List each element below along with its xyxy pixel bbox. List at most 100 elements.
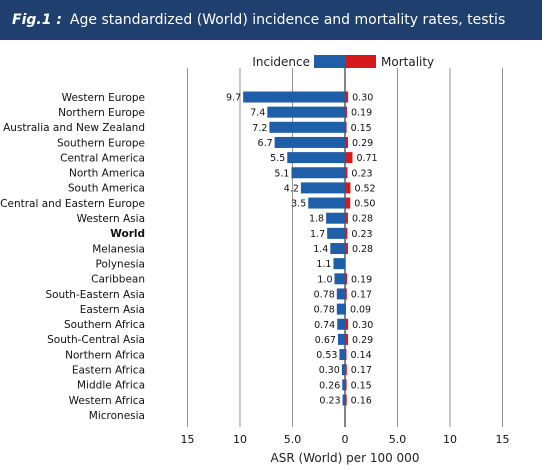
mortality-value-label: 0.15 bbox=[351, 380, 372, 391]
figure-title: Age standardized (World) incidence and m… bbox=[69, 12, 506, 28]
category-label: North America bbox=[69, 168, 145, 180]
incidence-value-label: 4.2 bbox=[284, 183, 299, 194]
category-label: Caribbean bbox=[91, 274, 145, 286]
incidence-bar bbox=[243, 91, 345, 103]
mortality-bar bbox=[345, 106, 347, 118]
mortality-value-label: 0.30 bbox=[352, 93, 373, 104]
mortality-bar bbox=[345, 273, 347, 285]
mortality-bar bbox=[345, 182, 351, 194]
incidence-bar bbox=[342, 394, 345, 406]
incidence-value-label: 6.7 bbox=[258, 138, 273, 149]
mortality-bar bbox=[345, 349, 347, 361]
mortality-value-label: 0.23 bbox=[351, 229, 372, 240]
category-label: Polynesia bbox=[96, 258, 145, 270]
incidence-value-label: 0.78 bbox=[314, 289, 335, 300]
category-label: Australia and New Zealand bbox=[3, 122, 145, 134]
x-tick-label: 10 bbox=[233, 433, 247, 446]
incidence-value-label: 0.67 bbox=[315, 335, 336, 346]
mortality-bar bbox=[345, 364, 347, 376]
incidence-value-label: 1.0 bbox=[317, 274, 332, 285]
category-label: Eastern Africa bbox=[72, 365, 145, 377]
category-label: Middle Africa bbox=[77, 380, 145, 392]
incidence-value-label: 5.5 bbox=[270, 153, 285, 164]
mortality-bar bbox=[345, 288, 347, 300]
incidence-bar bbox=[287, 152, 345, 164]
mortality-value-label: 0.17 bbox=[351, 365, 372, 376]
mortality-bar bbox=[345, 212, 348, 224]
x-tick-label: 15 bbox=[181, 433, 195, 446]
incidence-value-label: 7.2 bbox=[252, 123, 267, 134]
incidence-value-label: 1.8 bbox=[309, 214, 324, 225]
mortality-value-label: 0.19 bbox=[351, 108, 372, 119]
incidence-bar bbox=[342, 379, 345, 391]
category-label: South America bbox=[68, 183, 145, 195]
mortality-bar bbox=[345, 227, 348, 239]
mortality-bar bbox=[345, 152, 353, 164]
figure-label: Fig.1 : bbox=[12, 12, 62, 28]
incidence-bar bbox=[308, 197, 345, 209]
incidence-bar bbox=[300, 182, 345, 194]
mortality-value-label: 0.09 bbox=[350, 305, 371, 316]
incidence-bar bbox=[339, 349, 345, 361]
mortality-value-label: 0.15 bbox=[351, 123, 372, 134]
category-label: Southern Africa bbox=[64, 319, 145, 331]
incidence-bar bbox=[267, 106, 345, 118]
mortality-value-label: 0.16 bbox=[351, 396, 372, 407]
incidence-value-label: 0.74 bbox=[314, 320, 335, 331]
category-label: Western Europe bbox=[62, 92, 145, 104]
category-label: Eastern Asia bbox=[80, 304, 145, 316]
mortality-bar bbox=[345, 394, 347, 406]
incidence-bar bbox=[269, 121, 345, 133]
category-label: South-Eastern Asia bbox=[45, 289, 145, 301]
mortality-bar bbox=[345, 197, 351, 209]
mortality-value-label: 0.29 bbox=[352, 335, 373, 346]
x-tick-label: 5.0 bbox=[389, 433, 407, 446]
incidence-value-label: 7.4 bbox=[250, 108, 265, 119]
category-label: Western Africa bbox=[69, 395, 145, 407]
incidence-value-label: 5.1 bbox=[274, 168, 289, 179]
category-label: Northern Africa bbox=[65, 349, 145, 361]
incidence-bar bbox=[327, 227, 345, 239]
incidence-value-label: 1.7 bbox=[310, 229, 325, 240]
incidence-bar bbox=[337, 333, 345, 345]
incidence-bar bbox=[336, 303, 345, 315]
mortality-value-label: 0.28 bbox=[352, 214, 373, 225]
category-label: Melanesia bbox=[92, 243, 145, 255]
incidence-value-label: 1.1 bbox=[316, 259, 331, 270]
incidence-value-label: 1.4 bbox=[313, 244, 328, 255]
x-axis-title: ASR (World) per 100 000 bbox=[271, 451, 420, 465]
mortality-value-label: 0.28 bbox=[352, 244, 373, 255]
incidence-value-label: 3.5 bbox=[291, 199, 306, 210]
figure-header: Fig.1 : Age standardized (World) inciden… bbox=[0, 0, 542, 40]
mortality-bar bbox=[345, 91, 349, 103]
incidence-bar bbox=[334, 273, 345, 285]
x-tick-label: 0 bbox=[342, 433, 349, 446]
mortality-bar bbox=[345, 243, 348, 254]
mortality-value-label: 0.71 bbox=[356, 153, 377, 164]
category-label: Micronesia bbox=[89, 410, 145, 422]
incidence-bar bbox=[337, 318, 345, 330]
category-label: Central America bbox=[60, 152, 145, 164]
legend-swatch-incidence bbox=[314, 55, 345, 68]
mortality-bar bbox=[345, 303, 346, 315]
x-tick-label: 15 bbox=[496, 433, 510, 446]
incidence-value-label: 0.53 bbox=[316, 350, 337, 361]
category-label: Southern Europe bbox=[57, 137, 145, 149]
incidence-value-label: 0.26 bbox=[319, 380, 340, 391]
incidence-bar bbox=[326, 212, 345, 224]
mortality-value-label: 0.29 bbox=[352, 138, 373, 149]
incidence-bar bbox=[333, 258, 345, 270]
category-label: Northern Europe bbox=[58, 107, 145, 119]
incidence-value-label: 9.7 bbox=[226, 93, 241, 104]
incidence-bar bbox=[330, 243, 345, 254]
category-label: South-Central Asia bbox=[47, 334, 145, 346]
mortality-value-label: 0.50 bbox=[354, 199, 375, 210]
incidence-value-label: 0.30 bbox=[319, 365, 340, 376]
legend-label-mortality: Mortality bbox=[381, 55, 434, 69]
mortality-bar bbox=[345, 167, 348, 179]
incidence-value-label: 0.78 bbox=[314, 305, 335, 316]
incidence-bar bbox=[336, 288, 345, 300]
legend-label-incidence: Incidence bbox=[252, 55, 310, 69]
category-label: World bbox=[110, 228, 145, 240]
mortality-value-label: 0.52 bbox=[354, 183, 375, 194]
